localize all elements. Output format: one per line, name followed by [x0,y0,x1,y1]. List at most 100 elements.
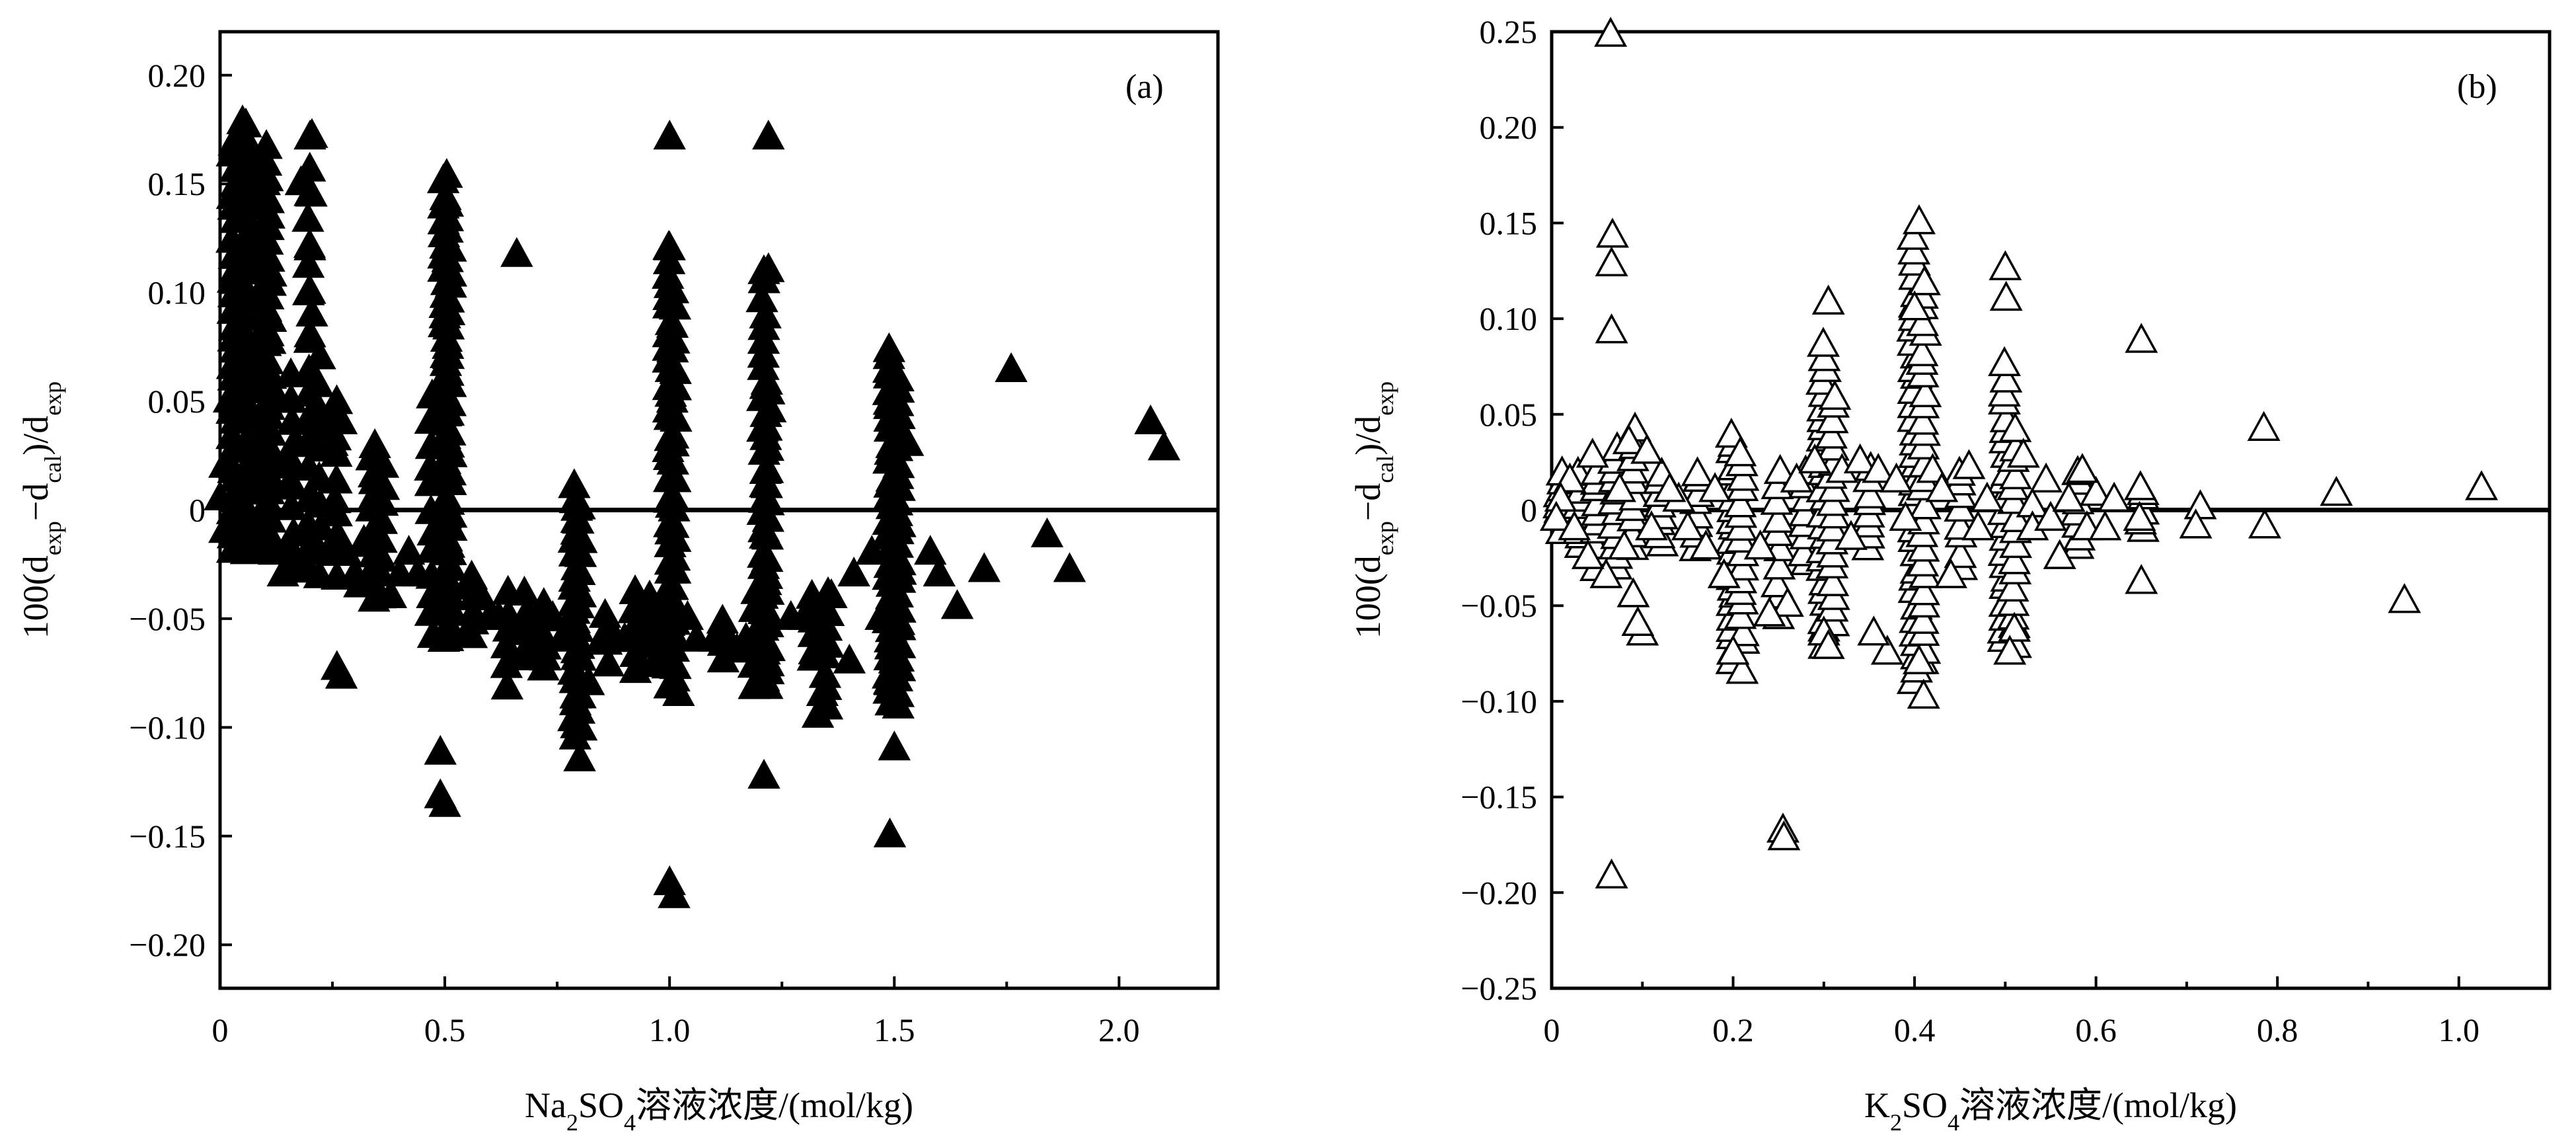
data-point [1870,635,1904,665]
data-point [311,535,344,565]
data-point [2125,323,2158,353]
data-point [1724,487,1757,518]
data-point [562,611,595,642]
data-point [500,237,533,267]
data-point [1993,635,2027,665]
data-point [1907,678,1940,709]
y-label-part: −d [16,483,56,521]
data-point [752,574,785,605]
data-point [434,455,467,486]
data-point [749,298,782,329]
data-point [660,401,693,432]
data-point [1767,820,1801,851]
data-point [1726,616,1760,647]
data-point [656,444,689,475]
data-point [2098,481,2131,512]
data-point [751,542,784,572]
data-point [658,878,691,908]
data-point [1952,449,1986,479]
y-axis-label: 100(dexp−dcal)/dexp [1348,381,1398,639]
data-point [424,734,457,765]
data-point [434,386,467,416]
y-tick-label: 0.15 [148,165,206,202]
y-tick-label: −0.25 [1460,970,1537,1007]
x-tick-label: 0.6 [2075,1011,2117,1048]
data-point [432,282,465,313]
data-point [1906,305,1940,336]
data-point [319,483,352,514]
data-point [284,545,318,576]
data-point [572,665,605,695]
x-axis-label: Na2SO4溶液浓度/(mol/kg) [525,1085,913,1136]
y-axis-label: 100(dexp−dcal)/dexp [16,381,66,639]
data-point [752,654,785,685]
x-label-part: 溶液浓度/(mol/kg) [636,1085,913,1125]
data-point [432,528,466,558]
data-point [1726,461,1760,491]
data-point [833,643,866,674]
data-point [662,676,695,706]
data-point [343,567,376,598]
data-point [1857,615,1891,646]
y-tick-label: −0.15 [129,818,206,855]
data-point [2465,470,2498,500]
data-point [1596,217,1629,248]
data-point [1743,529,1777,560]
panel-b: −0.25 −0.20 −0.15 −0.10 −0.05 0 0.05 0.10 0.15 0.… [1348,13,2552,1136]
x-axis-label: K2SO4溶液浓度/(mol/kg) [1864,1085,2237,1136]
data-point [432,485,465,515]
data-point [1903,204,1936,235]
data-point [751,502,784,532]
data-point [891,426,925,456]
data-point [1681,456,1714,487]
data-point [1571,539,1605,569]
data-point [657,508,690,538]
data-point [1635,510,1668,541]
data-point [229,271,262,301]
data-point [1811,629,1845,659]
data-point [2052,481,2086,512]
data-point [1818,379,1852,410]
y-label-part: 100(d [1348,555,1388,639]
y-tick-label: −0.10 [129,709,206,746]
data-point [750,411,783,441]
data-point [564,577,597,608]
data-point [873,665,907,695]
data-point [878,643,911,674]
panel-a: −0.20 −0.15 −0.10 −0.05 0 0.05 0.10 0.15 0.20 0 0.… [16,30,1220,1136]
data-point [508,575,541,606]
data-point [1999,528,2033,559]
data-point [751,669,784,699]
data-point [2247,411,2281,441]
x-label-sub: 4 [1948,1109,1959,1136]
x-tick-label: 2.0 [1098,1011,1140,1048]
data-point [751,453,784,483]
panel-label: (a) [1125,68,1164,106]
data-point [884,592,917,623]
data-point [1903,644,1936,674]
data-point [1760,567,1794,598]
data-point [1575,438,1609,468]
data-point [1879,462,1913,493]
data-point [2388,582,2421,613]
data-point [1996,571,2029,602]
data-point [1998,611,2031,642]
data-point [1603,472,1636,502]
x-label-sub: 4 [624,1109,636,1136]
data-point [303,339,336,370]
data-point [884,545,917,576]
data-point [432,329,465,359]
data-point [2320,475,2353,506]
data-point [291,202,324,232]
data-point [1595,313,1628,344]
data-point [464,578,498,608]
data-point [815,578,848,608]
y-tick-label: 0.20 [148,57,206,94]
data-point [1607,529,1641,560]
data-point [1815,418,1848,449]
data-point [750,468,783,498]
data-point [252,183,285,214]
data-point [940,589,974,619]
data-point [1816,566,1850,596]
